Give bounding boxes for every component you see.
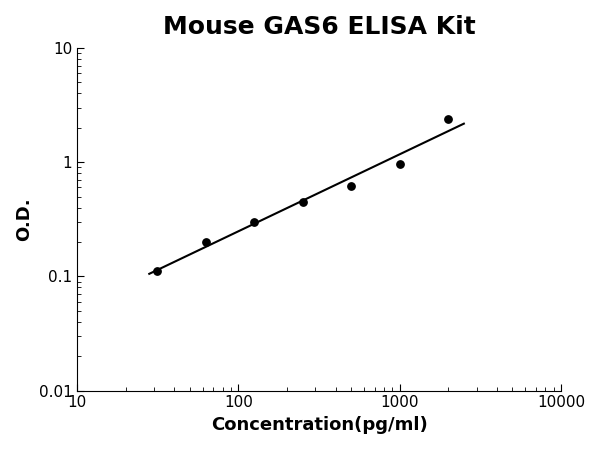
Point bbox=[201, 238, 211, 246]
Point bbox=[395, 160, 404, 167]
Point bbox=[346, 182, 356, 189]
Point bbox=[443, 115, 453, 122]
X-axis label: Concentration(pg/ml): Concentration(pg/ml) bbox=[211, 416, 427, 434]
Point bbox=[249, 218, 259, 225]
Y-axis label: O.D.: O.D. bbox=[15, 198, 33, 241]
Point bbox=[298, 198, 307, 205]
Title: Mouse GAS6 ELISA Kit: Mouse GAS6 ELISA Kit bbox=[163, 15, 475, 39]
Point bbox=[152, 267, 162, 274]
